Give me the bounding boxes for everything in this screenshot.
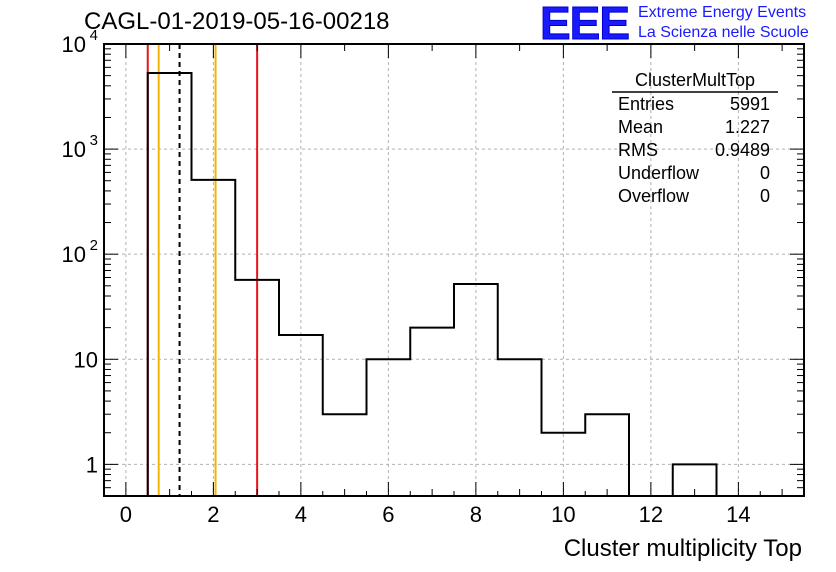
histogram-bin xyxy=(192,180,236,496)
eee-logo: EEE xyxy=(539,0,630,49)
x-tick-label: 12 xyxy=(639,502,663,527)
y-tick-exponent: 3 xyxy=(90,132,98,149)
stats-value: 0.9489 xyxy=(715,140,770,160)
stats-title: ClusterMultTop xyxy=(635,70,755,90)
x-tick-label: 4 xyxy=(295,502,307,527)
stats-label: RMS xyxy=(618,140,658,160)
histogram-bin xyxy=(585,414,629,496)
stats-value: 0 xyxy=(760,163,770,183)
x-axis-title: Cluster multiplicity Top xyxy=(563,535,802,562)
histogram-bin xyxy=(498,359,542,496)
histogram-layer xyxy=(146,71,718,496)
stats-box: ClusterMultTop Entries 5991 Mean 1.227 RMS 0.9… xyxy=(612,70,778,206)
x-tick-label: 10 xyxy=(551,502,575,527)
histogram-bin xyxy=(323,414,367,496)
histogram-outline xyxy=(146,71,718,496)
stats-value: 5991 xyxy=(730,94,770,114)
stats-label: Entries xyxy=(618,94,674,114)
stats-value: 1.227 xyxy=(725,117,770,137)
x-tick-label: 8 xyxy=(470,502,482,527)
run-title: CAGL-01-2019-05-16-00218 xyxy=(84,8,390,35)
histogram-bin xyxy=(235,280,279,496)
x-tick-label: 0 xyxy=(120,502,132,527)
histogram-bin xyxy=(279,335,323,496)
y-tick-exponent: 2 xyxy=(90,237,98,254)
y-tick-label: 10 xyxy=(62,242,86,267)
x-tick-label: 6 xyxy=(382,502,394,527)
stats-label: Overflow xyxy=(618,186,690,206)
y-tick-label: 10 xyxy=(62,137,86,162)
logo-subtitle-line1: Extreme Energy Events xyxy=(638,4,807,21)
histogram-bin xyxy=(410,328,454,496)
y-tick-label: 10 xyxy=(62,32,86,57)
stats-label: Underflow xyxy=(618,163,700,183)
histogram-bin xyxy=(454,284,498,496)
stats-label: Mean xyxy=(618,117,663,137)
logo-subtitle-line2: La Scienza nelle Scuole xyxy=(638,24,809,41)
stats-value: 0 xyxy=(760,186,770,206)
histogram-bin xyxy=(367,359,411,496)
histogram-bin xyxy=(148,73,192,496)
y-tick-label: 10 xyxy=(74,347,98,372)
x-tick-label: 2 xyxy=(207,502,219,527)
y-tick-label: 1 xyxy=(86,452,98,477)
x-tick-label: 14 xyxy=(726,502,750,527)
y-tick-exponent: 4 xyxy=(90,27,98,44)
